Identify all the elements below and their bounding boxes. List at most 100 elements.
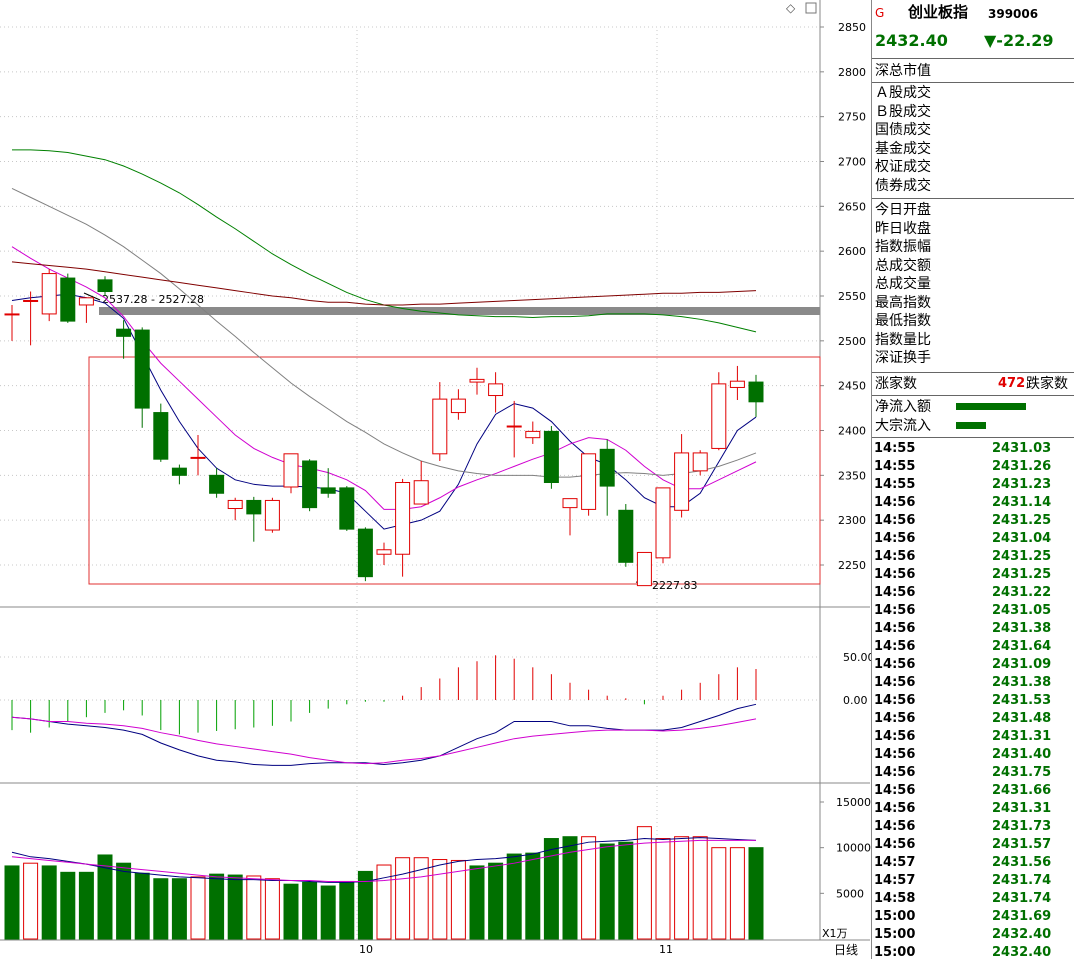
- candle-body: [116, 328, 132, 337]
- candle-body: [190, 456, 206, 459]
- range-box: [88, 356, 821, 585]
- rise-value: 472: [998, 376, 1026, 391]
- candle-body: [506, 425, 522, 428]
- tick-value: 2431.74: [992, 873, 1052, 888]
- candle-body: [357, 528, 373, 578]
- volume-bar: [543, 838, 559, 940]
- volume-bar: [190, 876, 206, 940]
- price-tick-label: 2350: [838, 469, 866, 482]
- candle-body: [23, 299, 39, 302]
- tick-value: 2431.74: [992, 891, 1052, 906]
- tick-value: 2432.40: [992, 945, 1052, 960]
- macd-tick-label: 50.00: [843, 651, 875, 664]
- volume-bar: [618, 841, 634, 940]
- candle-body: [246, 499, 262, 515]
- inflow-bar: [956, 403, 1026, 410]
- tick-value: 2431.40: [992, 747, 1052, 762]
- volume-unit-label: X1万: [822, 927, 848, 940]
- tick-time: 14:56: [874, 585, 916, 600]
- tick-value: 2431.25: [992, 513, 1052, 528]
- macd-dif-line: [11, 703, 757, 766]
- volume-bar: [227, 874, 243, 940]
- price-tick-label: 2750: [838, 111, 866, 124]
- tick-time: 14:56: [874, 783, 916, 798]
- candle-body: [41, 273, 57, 315]
- volume-bar: [506, 853, 522, 940]
- macd-tick-label: 0.00: [843, 694, 868, 707]
- tick-value: 2431.23: [992, 477, 1052, 492]
- candle-body: [153, 412, 169, 460]
- volume-ma-line: [11, 839, 756, 882]
- price-tick-label: 2600: [838, 245, 866, 258]
- price-tick-label: 2650: [838, 200, 866, 213]
- tick-value: 2431.03: [992, 441, 1052, 456]
- diamond-icon: ◇: [786, 1, 796, 15]
- price-tick-label: 2400: [838, 425, 866, 438]
- volume-bar: [674, 836, 690, 940]
- tick-value: 2431.04: [992, 531, 1052, 546]
- tick-value: 2431.56: [992, 855, 1052, 870]
- candle-body: [395, 482, 411, 555]
- tick-value: 2431.25: [992, 549, 1052, 564]
- scroll-box-icon: [805, 2, 817, 14]
- volume-bar: [134, 872, 150, 940]
- volume-bar: [562, 836, 578, 940]
- volume-bar: [376, 864, 392, 940]
- tick-value: 2432.40: [992, 927, 1052, 942]
- volume-bar: [60, 871, 76, 940]
- field-label: 基金成交: [875, 140, 931, 157]
- last-price: 2432.40: [875, 31, 948, 50]
- fall-label: 跌家数: [1026, 376, 1068, 392]
- tick-value: 2431.64: [992, 639, 1052, 654]
- candle-body: [134, 329, 150, 409]
- volume-bar: [729, 847, 745, 940]
- field-label: 最高指数: [875, 294, 931, 311]
- tick-value: 2431.38: [992, 621, 1052, 636]
- candle-body: [302, 460, 318, 509]
- ma-line: [11, 246, 757, 510]
- volume-bar: [711, 847, 727, 940]
- candle-body: [376, 549, 392, 555]
- volume-bar: [599, 843, 615, 940]
- volume-bar: [209, 873, 225, 940]
- divider: [872, 372, 1074, 373]
- volume-bar: [41, 865, 57, 940]
- index-code: 399006: [988, 7, 1039, 21]
- index-name: 创业板指: [908, 3, 969, 21]
- candle-body: [618, 509, 634, 563]
- price-tick-label: 2800: [838, 66, 866, 79]
- volume-bar: [23, 862, 39, 940]
- field-label: 指数振幅: [875, 239, 931, 255]
- price-tick-label: 2700: [838, 156, 866, 169]
- macd-dea-line: [11, 716, 757, 765]
- candle-body: [525, 430, 541, 439]
- candle-body: [209, 474, 225, 494]
- price-tick-label: 2850: [838, 21, 866, 34]
- field-label: Ｂ股成交: [875, 103, 931, 120]
- field-label: Ａ股成交: [875, 85, 931, 101]
- tick-value: 2431.05: [992, 603, 1052, 618]
- tick-time: 14:56: [874, 549, 916, 564]
- field-label: 总成交量: [875, 276, 931, 292]
- field-label: 昨日收盘: [875, 220, 931, 237]
- tick-value: 2431.73: [992, 819, 1052, 834]
- tick-value: 2431.66: [992, 783, 1052, 798]
- volume-bar: [320, 885, 336, 940]
- field-label: 指数量比: [875, 331, 931, 348]
- tick-value: 2431.69: [992, 909, 1052, 924]
- candle-body: [60, 277, 76, 322]
- tick-time: 14:56: [874, 765, 916, 780]
- candle-body: [488, 383, 504, 397]
- candle-body: [562, 498, 578, 509]
- tick-time: 14:56: [874, 747, 916, 762]
- volume-bar: [116, 862, 132, 940]
- volume-tick-label: 15000: [836, 796, 871, 809]
- candle-body: [432, 398, 448, 455]
- tick-time: 14:56: [874, 675, 916, 690]
- candle-body: [599, 448, 615, 487]
- volume-bar: [395, 857, 411, 940]
- tick-time: 14:57: [874, 855, 916, 870]
- divider: [872, 82, 1074, 83]
- tick-time: 14:56: [874, 693, 916, 708]
